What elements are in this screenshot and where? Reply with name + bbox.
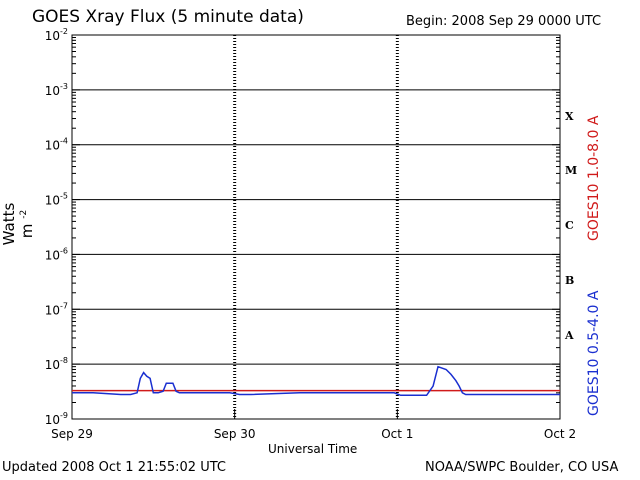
y-tick-label: 10-8 — [45, 356, 68, 372]
x-tick-label: Oct 1 — [381, 427, 413, 441]
flare-class-m: M — [565, 164, 578, 177]
x-tick-label: Sep 29 — [51, 427, 93, 441]
chart-title: GOES Xray Flux (5 minute data) — [32, 7, 304, 27]
flare-class-a: A — [565, 329, 574, 342]
x-tick-label: Sep 30 — [214, 427, 256, 441]
credit-text: NOAA/SWPC Boulder, CO USA — [425, 460, 619, 475]
flare-class-b: B — [565, 274, 575, 287]
begin-time: Begin: 2008 Sep 29 0000 UTC — [406, 14, 602, 29]
y-tick-label: 10-3 — [45, 82, 68, 98]
y-tick-label: 10-7 — [45, 301, 68, 317]
x-tick-label: Oct 2 — [544, 427, 576, 441]
flare-class-x: X — [565, 110, 574, 123]
x-axis-label: Universal Time — [268, 442, 358, 456]
flare-class-c: C — [565, 219, 574, 232]
y-tick-label: 10-2 — [45, 27, 68, 43]
y-tick-label: 10-9 — [45, 411, 68, 427]
plot-frame — [71, 34, 561, 420]
y-tick-label: 10-5 — [45, 192, 68, 208]
series-short-channel — [72, 365, 560, 397]
y-tick-label: 10-4 — [45, 137, 68, 153]
updated-timestamp: Updated 2008 Oct 1 21:55:02 UTC — [2, 460, 226, 475]
y-tick-label: 10-6 — [45, 246, 68, 262]
